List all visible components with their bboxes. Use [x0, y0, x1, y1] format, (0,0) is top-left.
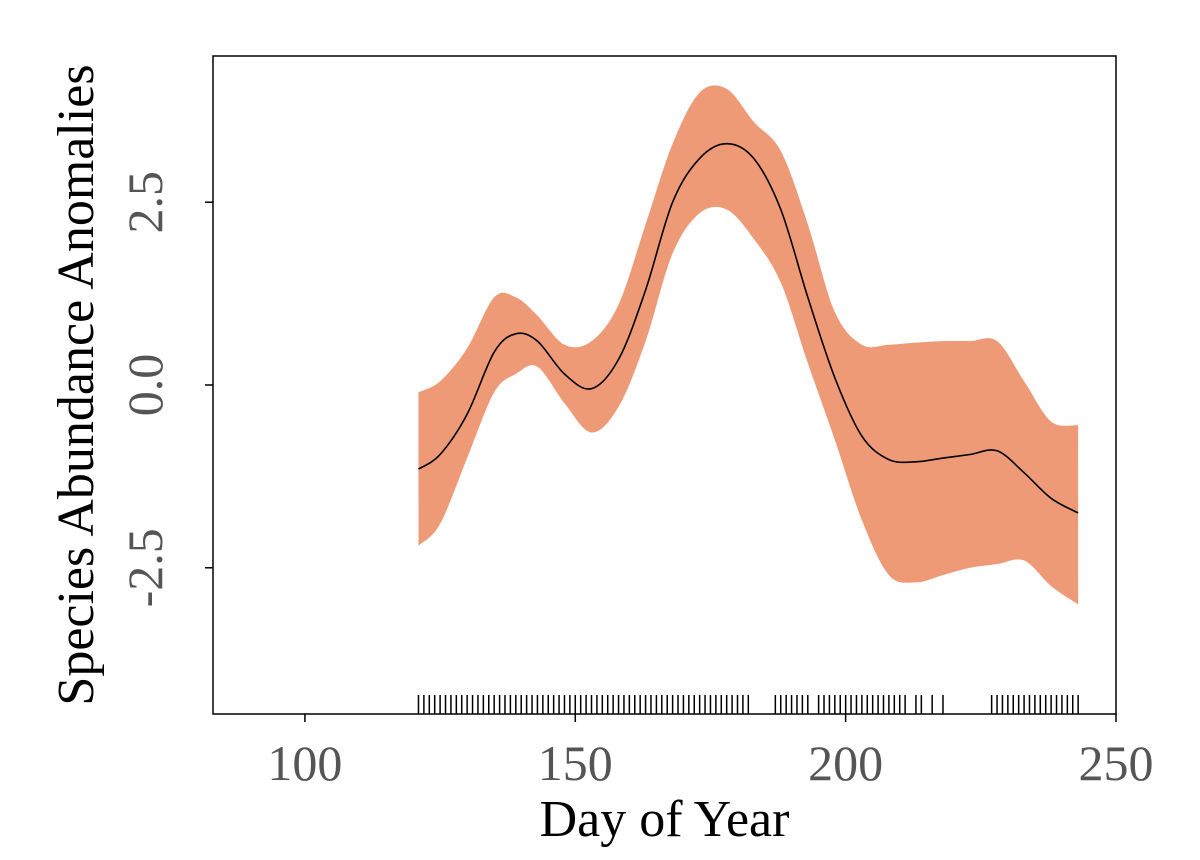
y-axis-label: Species Abundance Anomalies	[48, 64, 105, 705]
y-axis: -2.5 0.0 2.5	[117, 171, 213, 607]
rug-layer	[417, 695, 1079, 714]
x-tick-label: 150	[538, 735, 613, 791]
y-tick-label: -2.5	[117, 528, 173, 607]
fit-line-layer	[418, 142, 1079, 514]
y-tick-label: 0.0	[117, 354, 173, 417]
confidence-ribbon-layer	[418, 85, 1079, 605]
x-axis: 100 150 200 250	[267, 714, 1154, 791]
fit-line	[418, 142, 1079, 514]
x-tick-label: 250	[1079, 735, 1154, 791]
x-axis-label: Day of Year	[540, 791, 790, 848]
y-tick-label: 2.5	[117, 171, 173, 234]
x-tick-label: 100	[267, 735, 342, 791]
confidence-ribbon	[418, 85, 1079, 605]
x-tick-label: 200	[808, 735, 883, 791]
